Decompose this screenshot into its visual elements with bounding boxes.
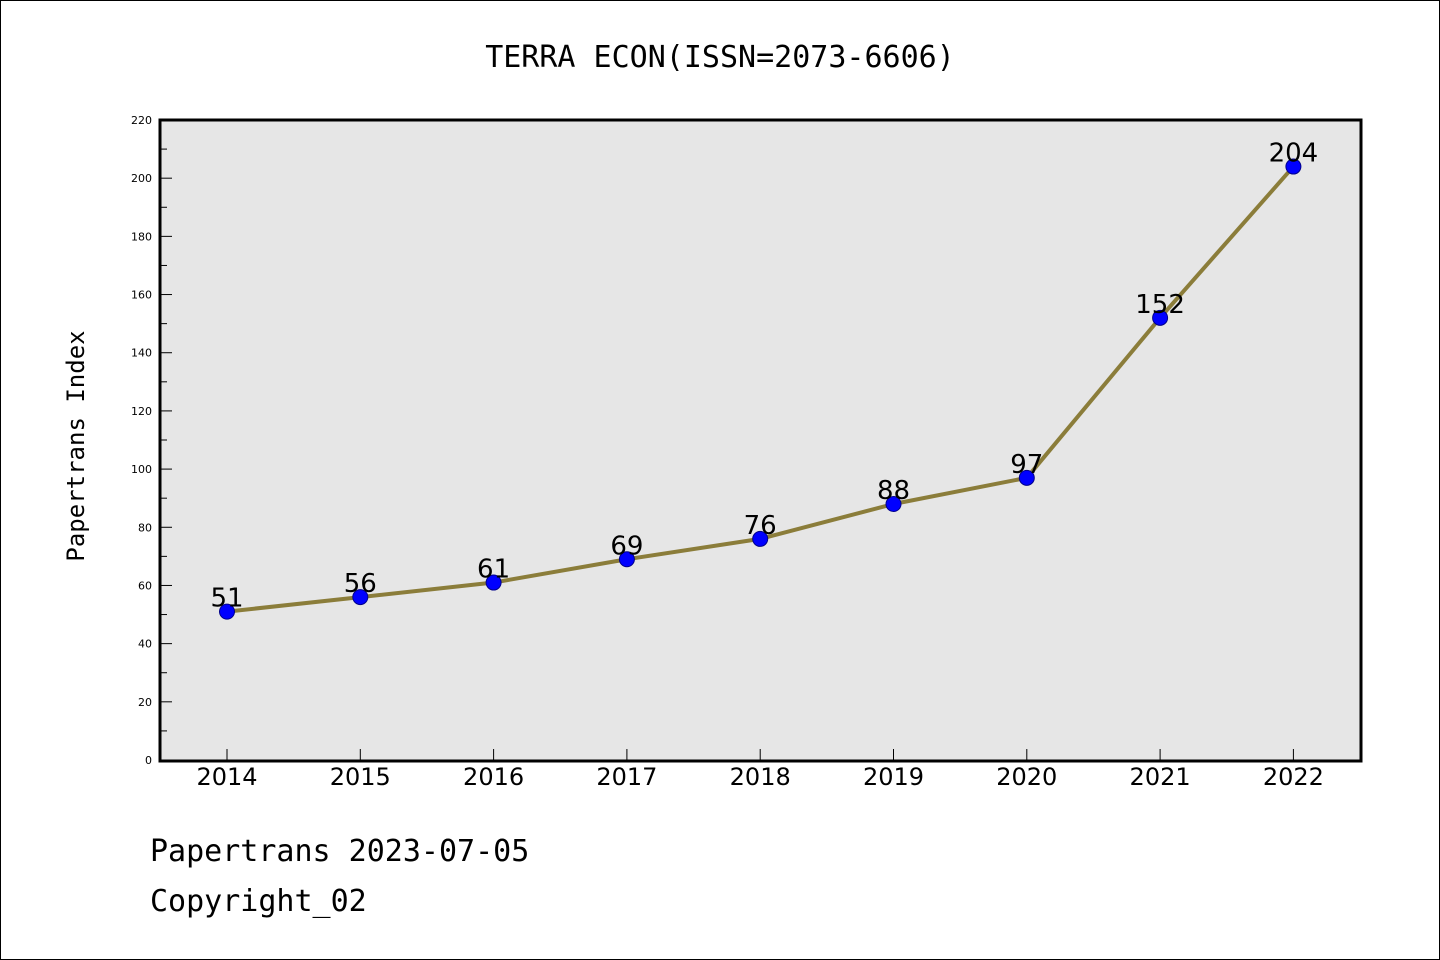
data-label: 51 bbox=[210, 584, 243, 614]
x-tick-label: 2022 bbox=[1263, 763, 1324, 791]
y-tick-label: 220 bbox=[131, 114, 152, 127]
y-tick-label: 160 bbox=[131, 289, 152, 302]
data-point bbox=[219, 603, 235, 620]
x-tick-label: 2018 bbox=[730, 763, 791, 791]
data-point bbox=[1152, 309, 1169, 326]
x-tick-label: 2017 bbox=[596, 763, 657, 791]
data-point bbox=[618, 551, 635, 568]
y-tick-label: 120 bbox=[131, 405, 152, 418]
data-label: 56 bbox=[344, 569, 377, 599]
y-tick-label: 60 bbox=[138, 579, 152, 592]
data-point bbox=[885, 496, 902, 512]
x-tick-label: 2020 bbox=[996, 763, 1057, 791]
y-tick-label: 20 bbox=[138, 696, 152, 709]
x-tick-label: 2014 bbox=[196, 763, 257, 791]
data-label: 97 bbox=[1010, 450, 1043, 480]
data-point bbox=[352, 589, 369, 606]
data-label: 76 bbox=[744, 511, 777, 541]
data-label: 61 bbox=[477, 555, 510, 585]
x-tick-label: 2021 bbox=[1130, 763, 1191, 791]
axes: 0 20 40 60 80 100 120 140 160 180 200 220 2014 2015 20… bbox=[131, 114, 1324, 791]
y-tick-label: 100 bbox=[131, 463, 152, 476]
data-point bbox=[1285, 158, 1302, 175]
y-tick-label: 40 bbox=[138, 638, 152, 651]
y-axis-label: Papertrans Index bbox=[62, 330, 90, 561]
footer-date: Papertrans 2023-07-05 bbox=[150, 834, 530, 869]
y-tick-label: 0 bbox=[145, 754, 152, 767]
data-label: 152 bbox=[1135, 290, 1185, 320]
x-tick-label: 2019 bbox=[863, 763, 924, 791]
series-layer bbox=[219, 158, 1302, 620]
data-point bbox=[752, 530, 769, 547]
x-tick-label: 2016 bbox=[463, 763, 524, 791]
data-labels: 51 56 61 69 76 88 97 152 204 bbox=[210, 139, 1318, 614]
chart-title: TERRA ECON(ISSN=2073-6606) bbox=[485, 40, 955, 75]
y-tick-label: 80 bbox=[138, 521, 152, 534]
data-point bbox=[485, 574, 502, 591]
footer-copyright: Copyright_02 bbox=[150, 884, 367, 919]
data-point bbox=[1018, 469, 1035, 486]
data-label: 204 bbox=[1269, 139, 1319, 169]
data-label: 69 bbox=[610, 531, 643, 561]
x-tick-label: 2015 bbox=[330, 763, 391, 791]
y-tick-label: 180 bbox=[131, 230, 152, 243]
plot-area bbox=[158, 118, 1363, 763]
y-tick-label: 140 bbox=[131, 347, 152, 360]
y-tick-label: 200 bbox=[131, 172, 152, 185]
data-label: 88 bbox=[877, 476, 910, 506]
